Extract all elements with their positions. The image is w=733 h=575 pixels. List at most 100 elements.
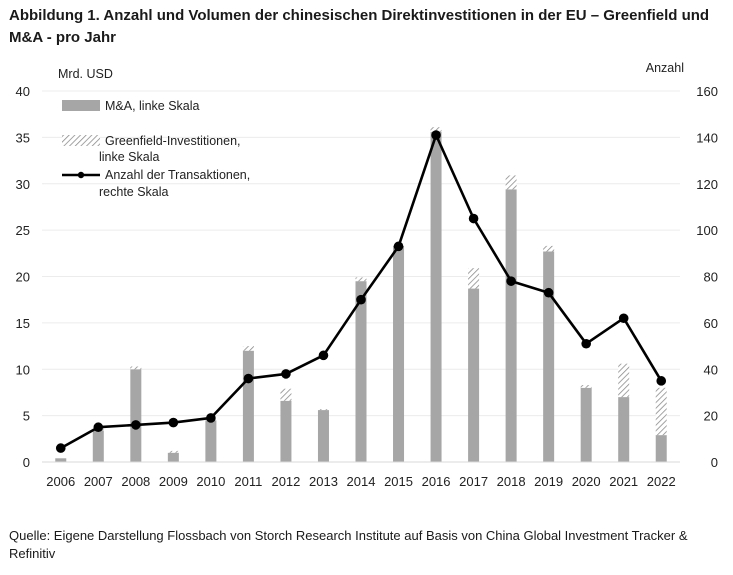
- bar-greenfield-2008: [130, 366, 142, 370]
- right-tick-label: 40: [704, 362, 718, 377]
- transactions-point-2018: [506, 276, 516, 286]
- bar-ma-2012: [280, 400, 292, 462]
- x-tick-label: 2020: [572, 474, 601, 489]
- x-axis-ticks: 2006 2007 2008 2009 2010 2011 2012 2013 2014 2015…: [46, 474, 675, 489]
- x-tick-label: 2008: [121, 474, 150, 489]
- x-tick-label: 2009: [159, 474, 188, 489]
- legend-label-ma: M&A, linke Skala: [105, 99, 200, 113]
- x-tick-label: 2007: [84, 474, 113, 489]
- x-tick-label: 2021: [609, 474, 638, 489]
- x-tick-label: 2018: [497, 474, 526, 489]
- chart-title: Abbildung 1. Anzahl und Volumen der chin…: [9, 7, 710, 46]
- legend-label-greenfield: Greenfield-Investitionen, linke Skala: [99, 134, 244, 164]
- bar-ma-2022: [655, 435, 667, 462]
- transactions-point-2010: [206, 413, 216, 423]
- bar-greenfield-2011: [242, 346, 254, 351]
- left-axis-ticks: 0 5 10 15 20 25 30 35 40: [16, 84, 30, 470]
- bar-ma-2013: [317, 410, 329, 462]
- left-axis-unit: Mrd. USD: [58, 67, 113, 81]
- legend-label-line: Anzahl der Transaktionen, rechte Skala: [99, 168, 254, 199]
- bar-ma-2011: [242, 350, 254, 462]
- right-tick-label: 80: [704, 270, 718, 285]
- transactions-point-2020: [581, 338, 591, 349]
- legend: M&A, linke Skala Greenfield-Investitione…: [62, 99, 254, 199]
- left-tick-label: 30: [16, 177, 30, 192]
- transactions-point-2008: [131, 420, 141, 430]
- right-axis-ticks: 0 20 40 60 80 100 120 140 160: [696, 84, 718, 470]
- bar-ma-2008: [130, 369, 142, 462]
- grid-lines: [42, 90, 680, 417]
- left-tick-label: 10: [16, 362, 30, 377]
- left-tick-label: 40: [16, 84, 30, 99]
- transactions-point-2016: [431, 130, 441, 140]
- bar-ma-2010: [205, 420, 217, 462]
- bar-ma-2021: [618, 397, 630, 462]
- x-tick-label: 2014: [347, 474, 376, 489]
- legend-swatch-ma: [62, 100, 100, 111]
- right-tick-label: 60: [704, 316, 718, 331]
- x-tick-label: 2012: [271, 474, 300, 489]
- bar-ma-2016: [430, 131, 442, 462]
- left-tick-label: 0: [23, 455, 30, 470]
- bar-ma-2020: [580, 387, 592, 462]
- transactions-point-2017: [468, 213, 479, 224]
- bar-ma-2009: [167, 452, 179, 462]
- x-tick-label: 2006: [46, 474, 75, 489]
- bars: [55, 127, 667, 462]
- bar-greenfield-2018: [505, 175, 517, 190]
- right-tick-label: 20: [704, 409, 718, 424]
- bar-greenfield-2022: [655, 387, 667, 436]
- transactions-point-2006: [55, 443, 66, 453]
- left-tick-label: 15: [16, 316, 30, 331]
- transactions-point-2021: [618, 313, 629, 324]
- bar-greenfield-2019: [543, 245, 555, 252]
- transactions-point-2019: [543, 287, 554, 298]
- left-tick-label: 25: [16, 223, 30, 238]
- x-tick-label: 2022: [647, 474, 676, 489]
- x-tick-label: 2013: [309, 474, 338, 489]
- transactions-point-2022: [656, 376, 667, 386]
- right-tick-label: 120: [696, 177, 718, 192]
- left-tick-label: 35: [16, 130, 30, 145]
- bar-ma-2019: [543, 251, 555, 462]
- bar-greenfield-2014: [355, 277, 367, 282]
- right-axis-unit: Anzahl: [646, 61, 684, 75]
- x-tick-label: 2016: [422, 474, 451, 489]
- bar-greenfield-2016: [430, 127, 442, 132]
- x-tick-label: 2017: [459, 474, 488, 489]
- bar-greenfield-2012: [280, 388, 292, 401]
- bar-greenfield-2013: [317, 409, 329, 411]
- bar-ma-2007: [92, 430, 104, 462]
- bar-ma-2006: [55, 458, 67, 462]
- bar-greenfield-2009: [167, 450, 179, 453]
- transactions-point-2013: [318, 350, 329, 361]
- right-tick-label: 140: [696, 130, 718, 145]
- x-tick-label: 2010: [196, 474, 225, 489]
- x-tick-label: 2015: [384, 474, 413, 489]
- bar-ma-2017: [468, 288, 480, 462]
- right-tick-label: 0: [711, 455, 718, 470]
- left-tick-label: 5: [23, 409, 30, 424]
- transactions-point-2015: [393, 241, 404, 252]
- x-tick-label: 2019: [534, 474, 563, 489]
- bar-greenfield-2020: [580, 385, 592, 388]
- transactions-line: [55, 130, 667, 453]
- bar-greenfield-2021: [618, 363, 630, 398]
- bar-ma-2014: [355, 281, 367, 462]
- right-tick-label: 100: [696, 223, 718, 238]
- left-tick-label: 20: [16, 270, 30, 285]
- chart: 0 5 10 15 20 25 30 35 40 0 20 40 60 80 100 120 140 160 2…: [16, 61, 718, 489]
- bar-ma-2018: [505, 189, 517, 462]
- transactions-point-2009: [168, 417, 179, 428]
- legend-swatch-greenfield: [62, 135, 100, 146]
- transactions-point-2012: [281, 369, 291, 379]
- bar-greenfield-2017: [468, 268, 480, 289]
- transactions-point-2007: [93, 422, 104, 433]
- x-tick-label: 2011: [234, 474, 262, 489]
- legend-swatch-marker: [77, 171, 85, 179]
- right-tick-label: 160: [696, 84, 718, 99]
- bar-ma-2015: [393, 245, 405, 462]
- transactions-point-2014: [356, 294, 366, 305]
- source-note: Quelle: Eigene Darstellung Flossbach von…: [9, 528, 688, 561]
- transactions-point-2011: [243, 373, 254, 384]
